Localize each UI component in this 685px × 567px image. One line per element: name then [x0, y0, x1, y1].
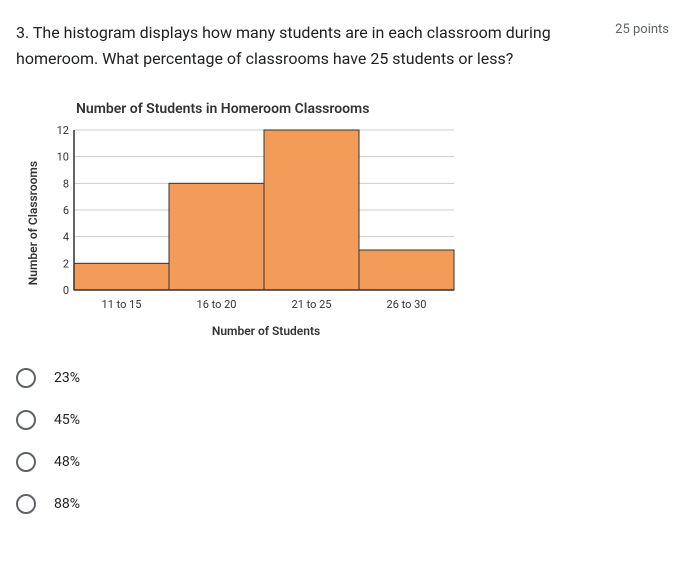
svg-text:11 to 15: 11 to 15 [102, 298, 142, 311]
radio-icon [16, 368, 36, 388]
svg-text:21 to 25: 21 to 25 [292, 298, 332, 311]
option-2[interactable]: 48% [16, 452, 669, 472]
svg-text:4: 4 [63, 231, 69, 244]
svg-text:6: 6 [63, 204, 69, 217]
svg-text:10: 10 [57, 151, 69, 164]
svg-text:8: 8 [63, 178, 69, 191]
x-axis-label: Number of Students [76, 324, 456, 338]
chart-wrapper: Number of Classrooms 0 2 4 6 8 10 12 11 to 15 16… [26, 125, 659, 320]
option-label: 88% [54, 496, 80, 512]
chart-svg: 0 2 4 6 8 10 12 11 to 15 16 to 20 21 to 25 26 to 3… [44, 125, 464, 320]
option-0[interactable]: 23% [16, 368, 669, 388]
option-label: 45% [54, 412, 80, 428]
svg-text:12: 12 [57, 125, 69, 137]
option-label: 23% [54, 370, 80, 386]
option-1[interactable]: 45% [16, 410, 669, 430]
radio-icon [16, 410, 36, 430]
chart-title: Number of Students in Homeroom Classroom… [76, 101, 659, 117]
points-label: 25 points [615, 22, 669, 37]
option-label: 48% [54, 454, 80, 470]
y-axis-label: Number of Classrooms [26, 161, 40, 285]
option-3[interactable]: 88% [16, 494, 669, 514]
question-header: 3. The histogram displays how many stude… [16, 20, 669, 71]
radio-icon [16, 452, 36, 472]
histogram-chart: Number of Students in Homeroom Classroom… [16, 91, 669, 348]
svg-text:2: 2 [63, 258, 69, 271]
svg-text:0: 0 [63, 284, 69, 297]
answer-options: 23% 45% 48% 88% [16, 368, 669, 514]
radio-icon [16, 494, 36, 514]
question-text: 3. The histogram displays how many stude… [16, 20, 591, 71]
svg-text:16 to 20: 16 to 20 [197, 298, 237, 311]
svg-text:26 to 30: 26 to 30 [387, 298, 427, 311]
